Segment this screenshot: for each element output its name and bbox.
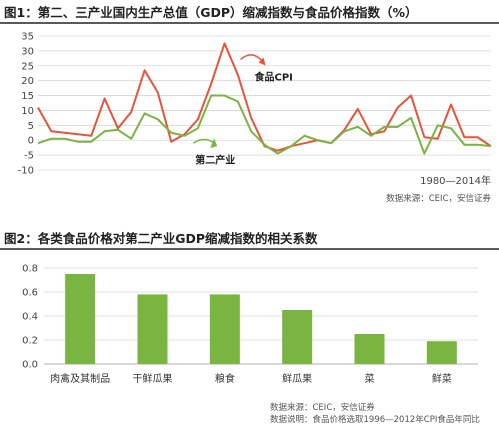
line-chart-y-tick-label: 30 — [21, 46, 34, 57]
line-chart-y-tick-label: -10 — [18, 166, 34, 177]
line-chart-y-tick-label: 25 — [21, 61, 34, 72]
bar-chart-bar — [137, 294, 168, 364]
bar-chart-categories: 肉禽及其制品 干鲜瓜果 粮食 鲜瓜果 菜 鲜菜 — [50, 372, 452, 385]
bar-chart-category-label: 干鲜瓜果 — [133, 372, 173, 385]
line-chart-gridlines — [38, 35, 491, 171]
figure2-title: 图2：各类食品价格对第二产业GDP缩减指数的相关系数 — [4, 231, 318, 246]
line-chart-y-tick-label: -5 — [24, 151, 34, 162]
line-chart-arrowhead-secondary — [210, 138, 218, 148]
bar-chart-y-ticks: 0.0 0.2 0.4 0.6 0.8 — [22, 264, 38, 371]
bar-chart-category-label: 菜 — [365, 373, 375, 385]
bar-chart-y-tick-label: 0.6 — [22, 288, 38, 299]
bar-chart-y-tick-label: 0.2 — [22, 336, 38, 347]
line-chart-series-labels: 食品CPI 第二产业 — [192, 54, 293, 166]
line-chart-arrowhead-food — [258, 57, 266, 66]
bar-chart-category-label: 鲜瓜果 — [282, 372, 312, 385]
figure1-source: 数据来源：CEIC，安信证券 — [386, 193, 491, 204]
line-chart-arrow-food — [240, 54, 264, 62]
line-chart-series-line — [37, 94, 492, 155]
figure1-title-rule — [0, 22, 499, 24]
line-chart-y-ticks: -10 -5 0 5 10 15 20 25 30 35 — [18, 32, 34, 177]
line-chart-series-label-food: 食品CPI — [254, 70, 293, 83]
figure1-title: 图1：第二、三产业国内生产总值（GDP）缩减指数与食品价格指数（%） — [4, 5, 418, 20]
line-chart: -10 -5 0 5 10 15 20 25 30 35 食品CPI 第二产业 1980—2014年… — [18, 32, 492, 204]
figure2-title-rule — [0, 248, 499, 250]
figure2-note: 数据说明：食品价格选取1996—2012年CPI食品年同比 — [270, 414, 480, 425]
bar-chart-category-label: 鲜菜 — [432, 372, 452, 385]
line-chart-y-tick-label: 10 — [21, 106, 34, 117]
bar-chart-bar — [426, 341, 457, 364]
bar-chart-bar — [65, 274, 96, 364]
bar-chart-y-tick-label: 0.0 — [22, 360, 38, 371]
line-chart-series-label-secondary: 第二产业 — [195, 153, 235, 166]
line-chart-y-tick-label: 5 — [28, 121, 34, 132]
line-chart-y-tick-label: 35 — [21, 32, 34, 43]
bar-chart-category-label: 粮食 — [215, 372, 235, 385]
bar-chart-gridlines — [44, 267, 478, 365]
bar-chart-y-tick-label: 0.4 — [22, 312, 38, 323]
bar-chart-bar — [209, 294, 240, 364]
bar-chart-bar — [282, 310, 313, 364]
line-chart-y-tick-label: 20 — [21, 76, 34, 87]
line-chart-series — [37, 42, 492, 155]
bar-chart-category-label: 肉禽及其制品 — [50, 372, 110, 385]
line-chart-y-tick-label: 15 — [21, 91, 34, 102]
bar-chart-bar — [354, 334, 385, 364]
figure2-source: 数据来源：CEIC，安信证券 — [270, 402, 375, 413]
line-chart-y-tick-label: 0 — [28, 136, 34, 147]
bar-chart-y-tick-label: 0.8 — [22, 264, 38, 275]
bar-chart-bars — [65, 274, 457, 364]
line-chart-x-label: 1980—2014年 — [420, 174, 491, 187]
line-chart-series-line — [37, 42, 492, 152]
